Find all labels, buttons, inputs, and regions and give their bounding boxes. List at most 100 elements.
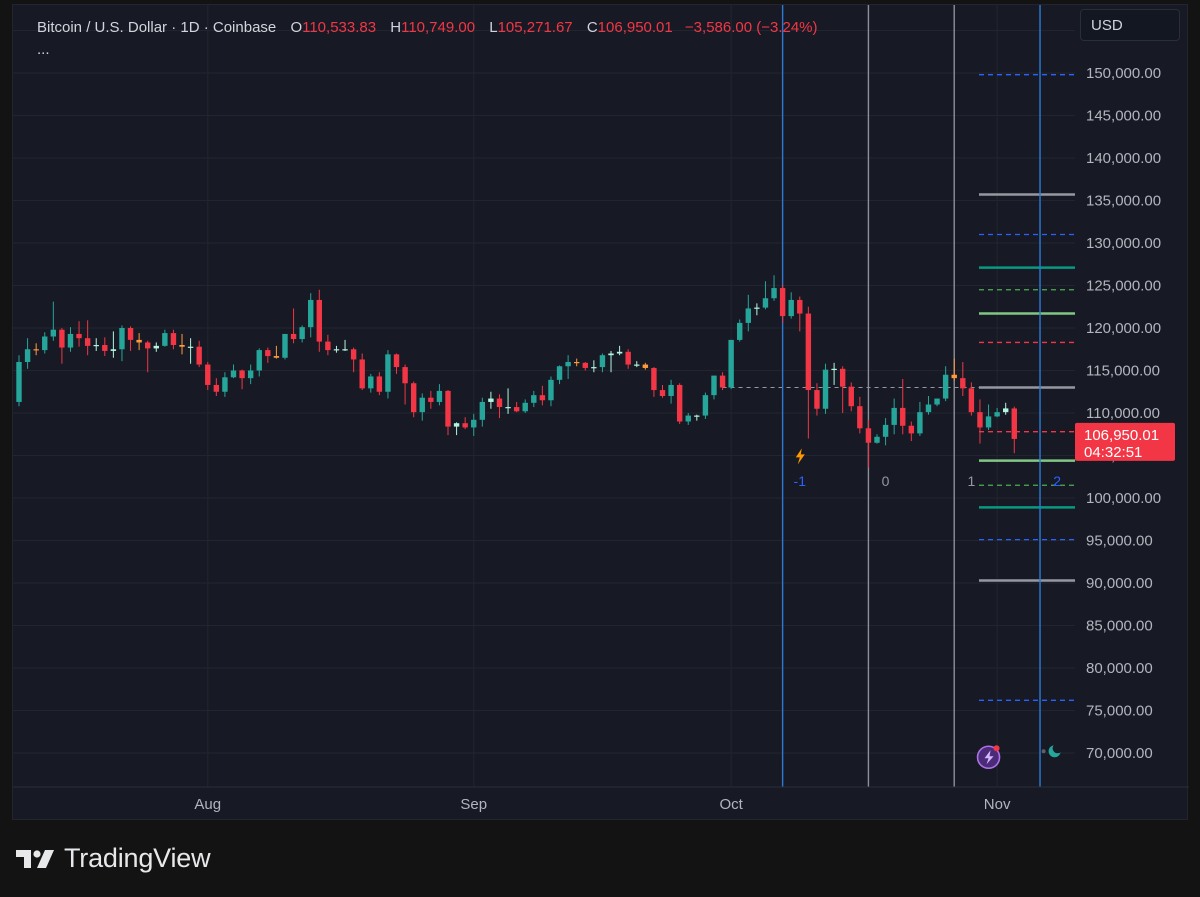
candle[interactable] <box>659 384 666 398</box>
candle[interactable] <box>84 320 91 356</box>
candle[interactable] <box>488 391 494 409</box>
candle[interactable] <box>479 397 486 427</box>
candle[interactable] <box>839 366 846 413</box>
candle[interactable] <box>848 382 854 412</box>
candle[interactable] <box>290 308 297 344</box>
candle[interactable] <box>874 434 880 444</box>
candle[interactable] <box>805 306 812 439</box>
event-icon[interactable] <box>976 745 1001 770</box>
candle[interactable] <box>213 378 220 396</box>
candle[interactable] <box>831 362 837 385</box>
candle[interactable] <box>865 419 872 468</box>
candle[interactable] <box>376 372 383 396</box>
candle[interactable] <box>934 398 940 407</box>
candle[interactable] <box>67 327 74 352</box>
candle[interactable] <box>205 362 211 391</box>
candle[interactable] <box>548 376 554 407</box>
candle[interactable] <box>676 383 683 425</box>
price-axis[interactable]: 155,000.00150,000.00145,000.00140,000.00… <box>1086 23 1161 763</box>
candle[interactable] <box>385 350 391 399</box>
candle[interactable] <box>153 342 159 352</box>
candle[interactable] <box>368 373 374 393</box>
candle[interactable] <box>556 365 563 385</box>
candle[interactable] <box>505 388 511 414</box>
candle[interactable] <box>565 355 571 379</box>
candle[interactable] <box>93 338 99 351</box>
candle[interactable] <box>247 364 254 385</box>
candle[interactable] <box>102 337 108 357</box>
candles[interactable] <box>16 275 1017 468</box>
candle[interactable] <box>779 284 786 323</box>
candle[interactable] <box>582 362 588 371</box>
candle[interactable] <box>608 350 614 373</box>
candle[interactable] <box>702 392 709 419</box>
candle[interactable] <box>24 338 31 369</box>
candle[interactable] <box>33 343 39 356</box>
candle[interactable] <box>187 338 194 364</box>
candle[interactable] <box>719 372 726 391</box>
moon-icon[interactable] <box>1041 743 1063 758</box>
candle[interactable] <box>513 401 520 413</box>
candle[interactable] <box>359 353 365 391</box>
candle[interactable] <box>900 379 906 435</box>
candle[interactable] <box>634 361 640 368</box>
candle[interactable] <box>162 329 168 347</box>
candle[interactable] <box>822 363 829 414</box>
candle[interactable] <box>402 364 408 405</box>
candle[interactable] <box>445 390 451 436</box>
candle[interactable] <box>145 340 151 373</box>
candle[interactable] <box>393 353 400 374</box>
legend-more-button[interactable]: ... <box>37 41 50 58</box>
candle[interactable] <box>342 339 348 351</box>
candle[interactable] <box>76 321 82 347</box>
candle[interactable] <box>462 417 468 430</box>
candle[interactable] <box>994 407 1000 418</box>
candle[interactable] <box>917 401 923 436</box>
candle[interactable] <box>668 379 674 404</box>
candle[interactable] <box>685 413 691 425</box>
candle[interactable] <box>951 358 957 381</box>
candle[interactable] <box>256 348 262 377</box>
candle[interactable] <box>591 360 597 373</box>
candle[interactable] <box>136 333 142 351</box>
candle[interactable] <box>891 398 897 435</box>
candle[interactable] <box>471 413 477 436</box>
candle[interactable] <box>762 281 769 310</box>
candle[interactable] <box>333 345 340 353</box>
candle[interactable] <box>985 404 992 431</box>
candle[interactable] <box>882 418 889 446</box>
candle[interactable] <box>316 289 322 352</box>
candle[interactable] <box>728 339 734 390</box>
candle[interactable] <box>222 372 228 397</box>
candle[interactable] <box>788 292 794 319</box>
candle[interactable] <box>110 331 117 358</box>
candle[interactable] <box>282 333 288 360</box>
candle[interactable] <box>59 328 65 364</box>
candle[interactable] <box>977 399 983 444</box>
candle[interactable] <box>642 362 649 370</box>
markers[interactable] <box>795 448 1063 770</box>
candle[interactable] <box>308 293 314 338</box>
candle[interactable] <box>771 275 777 301</box>
candle[interactable] <box>419 393 425 421</box>
candle[interactable] <box>908 421 915 442</box>
candle[interactable] <box>616 345 623 356</box>
candle[interactable] <box>179 333 185 355</box>
candle[interactable] <box>522 399 528 413</box>
symbol-title[interactable]: Bitcoin / U.S. Dollar · 1D · Coinbase <box>37 19 277 36</box>
candle[interactable] <box>436 384 443 406</box>
candle[interactable] <box>968 382 975 416</box>
candle[interactable] <box>694 414 700 421</box>
candle[interactable] <box>16 355 22 407</box>
tradingview-brand[interactable]: TradingView <box>16 843 211 874</box>
candle[interactable] <box>711 375 717 400</box>
candle[interactable] <box>651 367 657 397</box>
candle[interactable] <box>299 325 305 343</box>
candle[interactable] <box>50 301 57 341</box>
candle[interactable] <box>410 381 417 418</box>
candle[interactable] <box>574 358 580 367</box>
candle[interactable] <box>745 294 751 332</box>
time-axis[interactable]: Aug Sep Oct Nov <box>13 786 1189 813</box>
